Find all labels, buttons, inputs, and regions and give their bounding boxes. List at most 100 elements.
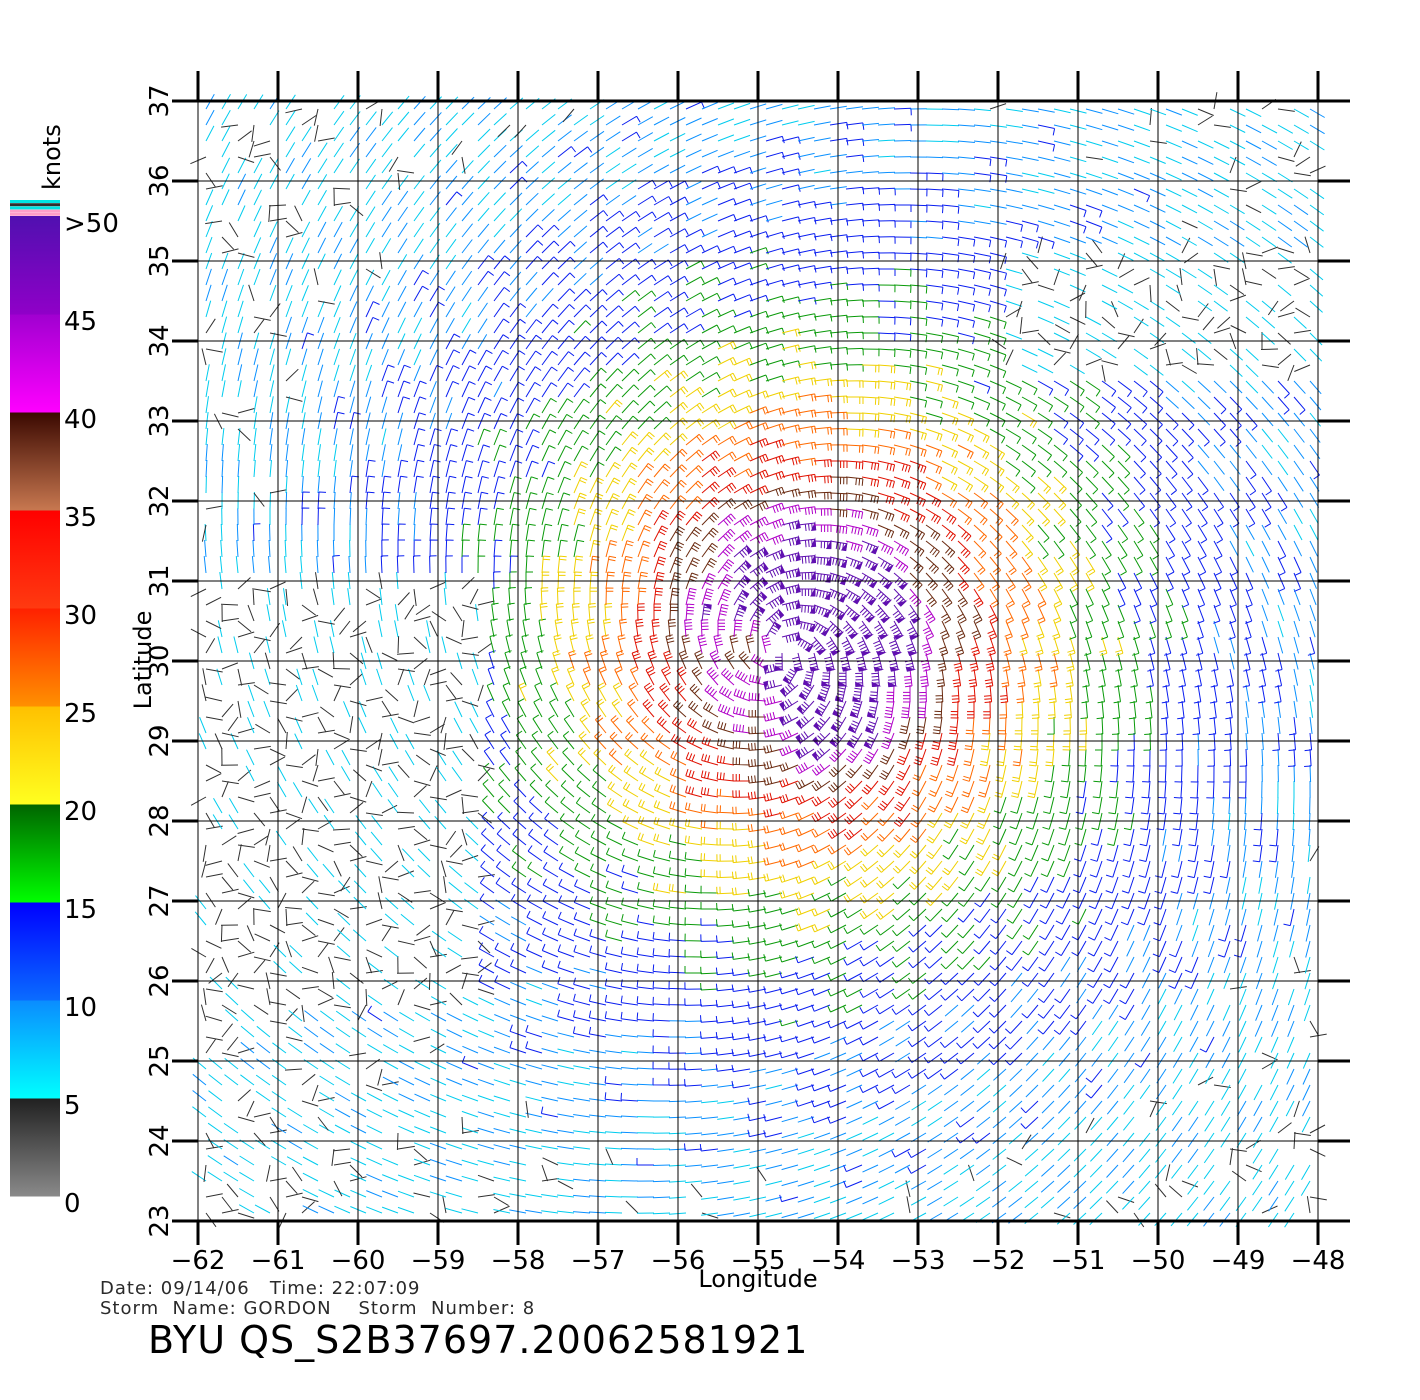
wind-barb [907, 988, 927, 1000]
wind-barb [781, 376, 801, 385]
wind-barb [319, 1075, 335, 1086]
wind-barb [253, 157, 263, 174]
wind-barb [1304, 732, 1313, 752]
wind-barb [605, 430, 622, 446]
wind-barb [957, 220, 975, 224]
wind-barb [765, 343, 785, 351]
wind-barb [1293, 396, 1306, 415]
wind-barb [255, 1074, 271, 1086]
wind-barb [398, 1125, 415, 1134]
wind-barb [221, 316, 228, 334]
wind-barb [813, 442, 832, 451]
wind-barb [1261, 396, 1274, 410]
wind-barb [380, 555, 389, 574]
wind-barb [765, 135, 785, 144]
wind-barb [944, 1004, 959, 1017]
wind-barb [430, 996, 447, 1006]
wind-barb [717, 372, 737, 382]
wind-barb [685, 526, 702, 542]
wind-barb [1243, 828, 1247, 846]
wind-barb [1078, 284, 1087, 301]
wind-barb [512, 844, 527, 862]
wind-barb [1133, 204, 1150, 213]
wind-barb [717, 198, 737, 206]
wind-barb [859, 940, 879, 951]
wind-barb [701, 403, 721, 414]
wind-barb [482, 779, 495, 798]
wind-barb [381, 143, 393, 158]
wind-barb [577, 747, 591, 766]
wind-barb [843, 924, 863, 935]
wind-barb [1021, 156, 1039, 161]
wind-barb [582, 666, 592, 686]
wind-barb [284, 539, 287, 558]
wind-barb [941, 556, 955, 575]
wind-barb [1197, 188, 1214, 198]
wind-barb [716, 788, 735, 798]
wind-barb [893, 460, 911, 473]
wind-barb [731, 952, 751, 960]
wind-barb [733, 389, 753, 398]
wind-barb [1213, 556, 1223, 576]
wind-barb [365, 988, 368, 1007]
wind-barb [423, 685, 431, 702]
wind-barb [333, 607, 346, 622]
wind-barb [1037, 220, 1055, 227]
wind-barb [381, 444, 386, 462]
wind-barb [1189, 1020, 1199, 1037]
wind-barb [285, 348, 292, 366]
wind-barb [253, 1132, 266, 1147]
wind-barb [604, 603, 613, 622]
wind-barb [1037, 572, 1048, 592]
legend-label: 35 [64, 503, 97, 533]
wind-barb [893, 268, 912, 277]
wind-barb [237, 727, 255, 734]
wind-barb [1245, 412, 1258, 431]
wind-barb [1258, 860, 1263, 878]
wind-barb [367, 994, 383, 1006]
wind-barb [269, 444, 273, 462]
wind-barb [1277, 311, 1295, 318]
wind-barb [811, 908, 831, 917]
wind-barb [413, 428, 426, 446]
wind-barb [1021, 1134, 1032, 1150]
wind-barb [701, 481, 720, 494]
wind-barb [447, 947, 463, 958]
wind-barb [477, 223, 490, 238]
wind-barb [1309, 188, 1325, 200]
wind-barb [477, 1174, 495, 1182]
wind-barb [637, 116, 654, 126]
wind-barb [813, 217, 833, 226]
wind-barb [594, 731, 607, 750]
wind-barb [747, 824, 767, 833]
wind-barb [862, 1180, 879, 1189]
wind-barb [957, 524, 972, 542]
wind-barb [382, 1044, 399, 1054]
wind-barb [237, 897, 252, 910]
wind-barb [684, 868, 703, 878]
wind-barb [973, 540, 987, 559]
wind-barb [1277, 748, 1280, 767]
wind-barb [253, 792, 271, 798]
wind-barb [797, 152, 815, 158]
wind-barb [273, 944, 287, 958]
wind-barb [1057, 1164, 1071, 1178]
wind-barb [967, 701, 975, 719]
wind-barb [717, 588, 732, 606]
wind-barb [526, 894, 543, 910]
wind-barb [258, 879, 271, 894]
wind-barb [608, 764, 623, 782]
wind-barb [477, 381, 493, 398]
wind-barb [477, 365, 493, 382]
legend-top-stripe [10, 203, 60, 207]
wind-barb [285, 907, 303, 910]
wind-barb [845, 186, 865, 195]
wind-barb [876, 892, 895, 905]
wind-barb [797, 201, 817, 209]
wind-barb [253, 221, 262, 238]
wind-barb [1133, 364, 1148, 376]
wind-barb [541, 335, 559, 350]
wind-barb [973, 300, 991, 313]
wind-barb [1206, 764, 1215, 783]
wind-barb [1041, 1164, 1055, 1177]
